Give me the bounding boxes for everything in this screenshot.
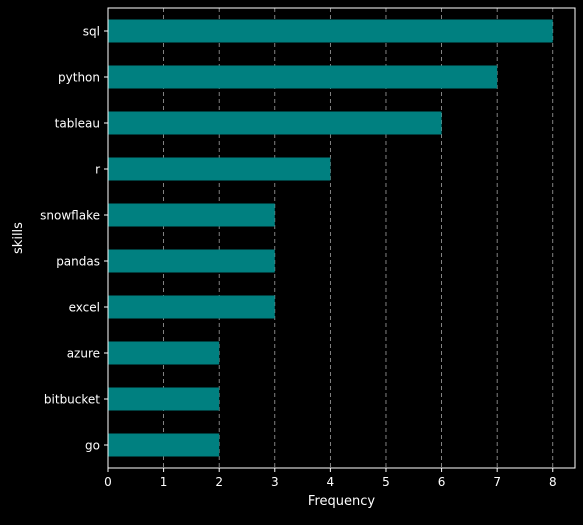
x-tick-label: 3	[271, 475, 279, 489]
x-tick-label: 0	[104, 475, 112, 489]
axes-group	[107, 7, 576, 469]
x-tick-label: 7	[493, 475, 501, 489]
y-axis-label: skills	[11, 222, 26, 254]
y-tick-label: sql	[83, 25, 100, 39]
y-tick-label: python	[58, 71, 100, 85]
x-tick-label: 5	[382, 475, 390, 489]
y-tick-label: snowflake	[40, 209, 100, 223]
bars-group	[108, 19, 553, 457]
x-tick-label: 8	[549, 475, 557, 489]
x-tick-label: 4	[327, 475, 335, 489]
y-tick-label: excel	[69, 301, 100, 315]
bar-excel	[108, 295, 275, 319]
x-tick-label: 1	[160, 475, 168, 489]
x-tick-label: 6	[438, 475, 446, 489]
bar-tableau	[108, 111, 442, 135]
bar-sql	[108, 19, 553, 43]
y-tick-label: azure	[67, 347, 100, 361]
bar-r	[108, 157, 331, 181]
bar-go	[108, 433, 220, 457]
x-ticks: 0 1 2 3 4 5 6 7 8	[104, 468, 557, 489]
y-tick-label: go	[85, 439, 100, 453]
y-tick-label: r	[95, 163, 100, 177]
y-tick-label: tableau	[55, 117, 100, 131]
y-tick-label: bitbucket	[44, 393, 100, 407]
y-ticks: sql python tableau r snowflake pandas excel azu…	[40, 25, 108, 453]
bar-bitbucket	[108, 387, 220, 411]
x-tick-label: 2	[215, 475, 223, 489]
plot-frame	[107, 7, 576, 469]
bar-snowflake	[108, 203, 275, 227]
bar-python	[108, 65, 498, 89]
x-axis-label: Frequency	[308, 494, 375, 509]
bar-azure	[108, 341, 220, 365]
y-tick-label: pandas	[56, 255, 100, 269]
bar-pandas	[108, 249, 275, 273]
